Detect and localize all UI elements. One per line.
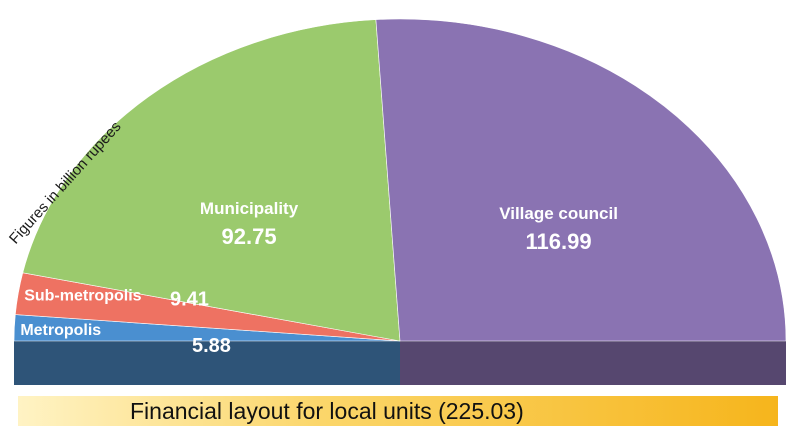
village-council-value-label: 116.99 (526, 229, 592, 254)
municipality-label: Municipality (200, 199, 299, 218)
metropolis-label: Metropolis (20, 322, 101, 339)
municipality-value-label: 92.75 (222, 224, 277, 249)
chart-title-bar: Financial layout for local units (225.03… (18, 396, 778, 426)
semicircle-pie-chart: Metropolis Sub-metropolis Municipality 92.7… (13, 18, 787, 385)
chart-title: Financial layout for local units (225.03… (130, 397, 524, 424)
pie-slice-village-council (375, 18, 787, 342)
pie-base-right (400, 341, 786, 385)
village-council-label: Village council (499, 204, 618, 223)
pie-slice-municipality (22, 19, 401, 342)
pie-chart-svg: Metropolis Sub-metropolis Municipality 92.7… (13, 18, 787, 385)
metropolis-value-label: 5.88 (192, 335, 231, 357)
pie-base-left (14, 341, 400, 385)
sub-metropolis-label: Sub-metropolis (24, 288, 141, 305)
sub-metropolis-value-label: 9.41 (170, 289, 209, 311)
